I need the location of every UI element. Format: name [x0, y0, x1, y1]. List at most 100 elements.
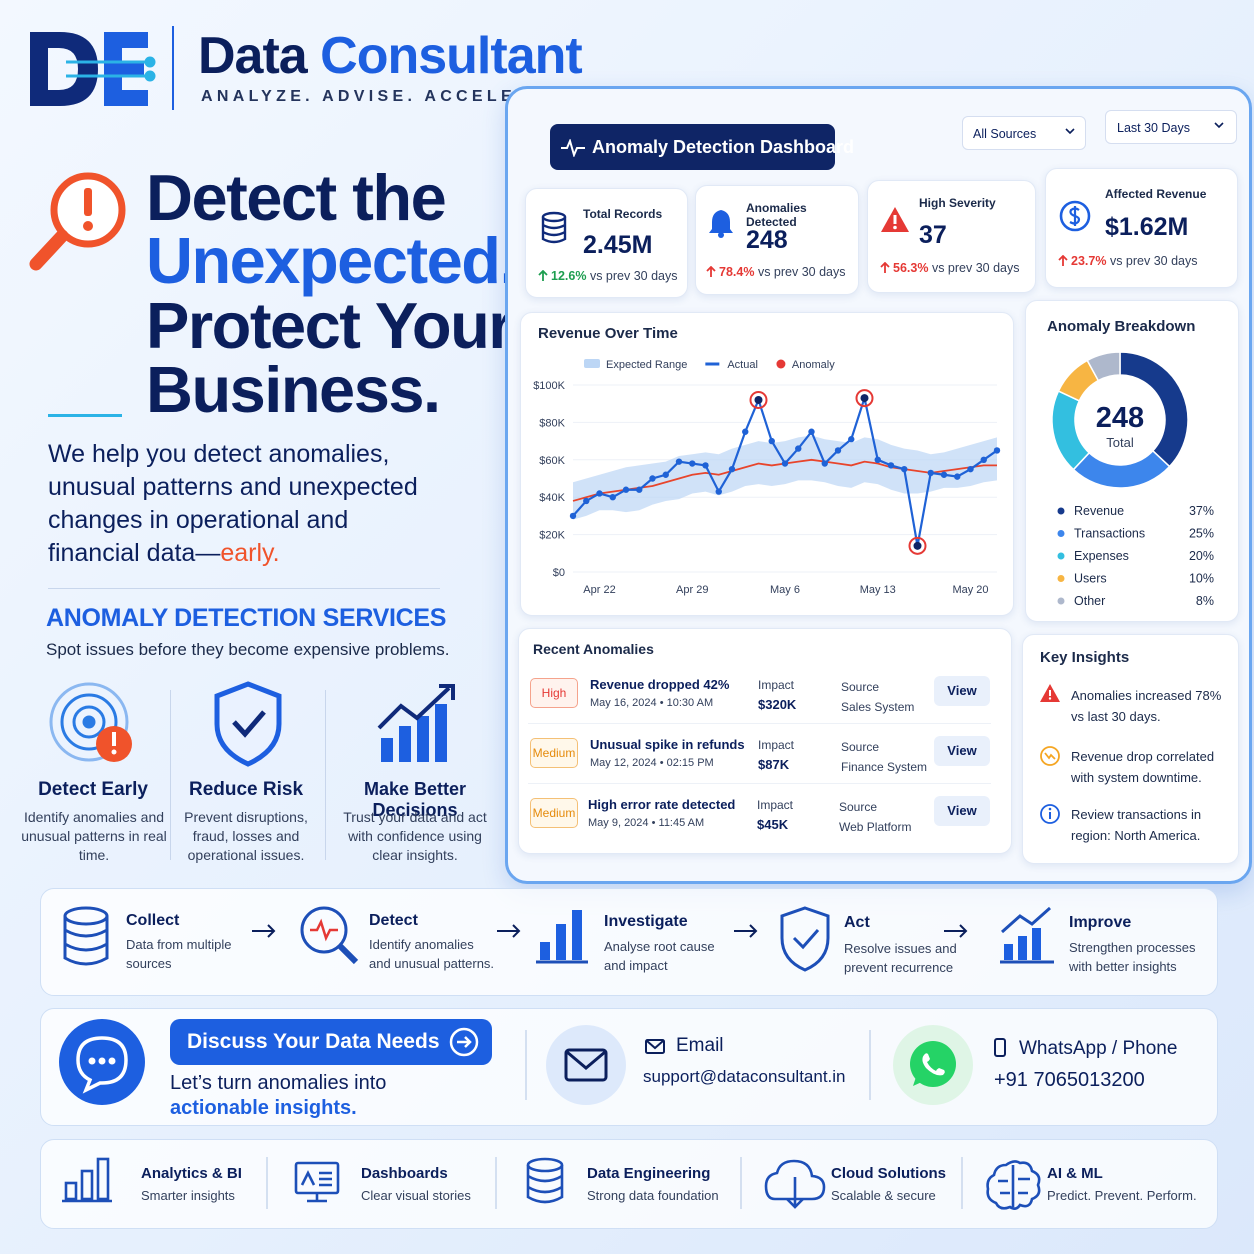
date: May 12, 2024	[590, 757, 657, 769]
graphic	[880, 262, 890, 273]
kpi-label: Affected Revenue	[1105, 187, 1207, 201]
legend-label: Other	[1074, 594, 1105, 608]
time: 10:30 AM	[666, 697, 714, 709]
footer-icons	[62, 1157, 1041, 1210]
impact-label: Impact	[758, 738, 795, 752]
hero-line: Business.	[146, 353, 441, 426]
kpi-change: 23.7% vs prev 30 days	[1058, 254, 1197, 268]
footer-title: Data Engineering	[587, 1165, 711, 1182]
data-point	[768, 437, 775, 445]
graphic	[792, 929, 820, 950]
kpi-note: vs prev 30 days	[589, 269, 678, 283]
cta-button[interactable]: Discuss Your Data Needs	[170, 1019, 492, 1065]
process-title: Investigate	[604, 913, 688, 930]
revenue-chart: Revenue Over Time $0 $20K $40K $60K $80K $100…	[533, 325, 1001, 596]
footer-title: Cloud Solutions	[831, 1165, 946, 1182]
hero-body-text: We help you detect anomalies, unusual pa…	[48, 440, 418, 567]
graphic	[706, 266, 716, 277]
graphic	[780, 906, 830, 972]
trend-icon	[1040, 746, 1060, 766]
service-icons	[49, 681, 455, 767]
recent-card: Recent Anomalies High Revenue dropped 42…	[518, 628, 1012, 854]
phone[interactable]: +91 7065013200	[994, 1069, 1145, 1091]
view-button[interactable]: View	[934, 796, 990, 826]
y-tick-label: $20K	[539, 530, 565, 542]
impact-label: Impact	[757, 798, 794, 812]
graphic	[63, 906, 109, 966]
filter-dropdown[interactable]: Last 30 Days	[1105, 110, 1237, 144]
kpi-note: vs prev 30 days	[1109, 254, 1198, 268]
data-point	[954, 473, 961, 480]
graphic	[541, 217, 567, 244]
graphic	[83, 221, 93, 231]
email[interactable]: support@dataconsultant.in	[643, 1067, 846, 1086]
arrow-up	[538, 270, 548, 281]
graphic	[76, 1036, 128, 1094]
chart-title: Anomaly Breakdown	[1047, 318, 1195, 335]
anomaly-row: Medium High error rate detected May 9, 2…	[528, 791, 991, 843]
graphic	[300, 906, 359, 965]
donut-segment	[1119, 351, 1189, 468]
graphic	[1049, 812, 1051, 819]
x-tick-label: Apr 22	[583, 584, 615, 596]
graphic	[49, 682, 129, 762]
anomaly-point	[754, 395, 763, 404]
footer-text: Smarter insights	[141, 1188, 235, 1203]
anomaly-marker	[855, 389, 874, 408]
graphic	[66, 56, 156, 82]
cta-icons	[59, 1019, 1006, 1105]
filter-dropdown[interactable]: All Sources	[962, 116, 1086, 150]
brand-name-part: Consultant	[320, 27, 583, 85]
graphic	[96, 1157, 110, 1201]
view-button[interactable]: View	[934, 676, 990, 706]
insight-text: Revenue drop correlated with system down…	[1071, 749, 1215, 785]
time: 11:45 AM	[658, 817, 705, 829]
legend-value: 37%	[1189, 504, 1214, 518]
kpi-label: Total Records	[583, 207, 663, 221]
anomaly-date: May 9, 2024 • 11:45 AM	[588, 817, 705, 829]
kpi-card: High Severity 37 56.3% vs prev 30 days	[867, 180, 1036, 293]
data-point	[715, 488, 722, 495]
graphic	[30, 32, 98, 106]
graphic	[88, 1057, 96, 1065]
tagline: ANALYZE. ADVISE. ACCELERATE.	[201, 88, 585, 105]
graphic	[1058, 255, 1068, 266]
brand-name-part: Data	[198, 27, 308, 85]
graphic	[449, 1027, 479, 1057]
accent-line	[48, 414, 122, 417]
data-point	[834, 447, 842, 454]
footer-text: Predict. Prevent. Perform.	[1047, 1188, 1197, 1203]
anomaly-marker	[749, 390, 768, 409]
insights-title: Key Insights	[1040, 649, 1130, 666]
anomaly-marker	[908, 536, 927, 555]
insights-card: Key Insights Anomalies increased 78% vs …	[1022, 634, 1239, 864]
graphic	[1040, 746, 1060, 766]
graphic	[49, 682, 129, 762]
graphic	[1032, 928, 1041, 960]
process-title: Detect	[369, 912, 418, 929]
graphic	[764, 1159, 826, 1201]
anomaly-point	[913, 541, 922, 550]
y-tick-label: $40K	[539, 492, 565, 504]
view-button[interactable]: View	[934, 736, 990, 766]
phone-label: WhatsApp / Phone	[1019, 1038, 1178, 1059]
graphic	[893, 225, 897, 230]
insight-text: Review transactions in region: North Ame…	[1071, 807, 1202, 843]
graphic	[300, 906, 348, 954]
legend-swatch	[776, 359, 786, 369]
donut-total: 248	[1096, 402, 1144, 434]
graphic	[1048, 697, 1052, 700]
graphic	[232, 710, 266, 738]
y-tick-label: $60K	[539, 455, 565, 467]
graphic	[1214, 122, 1224, 129]
anomaly-date: May 12, 2024 • 02:15 PM	[590, 757, 714, 769]
source-label: Source	[841, 740, 880, 754]
process-title: Collect	[126, 912, 180, 929]
legend-label: Expected Range	[606, 359, 687, 371]
legend-label: Revenue	[1074, 504, 1124, 518]
impact-label: Impact	[758, 678, 795, 692]
chevron	[1214, 122, 1224, 129]
data-point	[874, 456, 881, 463]
process-text: Resolve issues and prevent recurrence	[844, 941, 957, 975]
legend-swatch	[584, 359, 600, 368]
